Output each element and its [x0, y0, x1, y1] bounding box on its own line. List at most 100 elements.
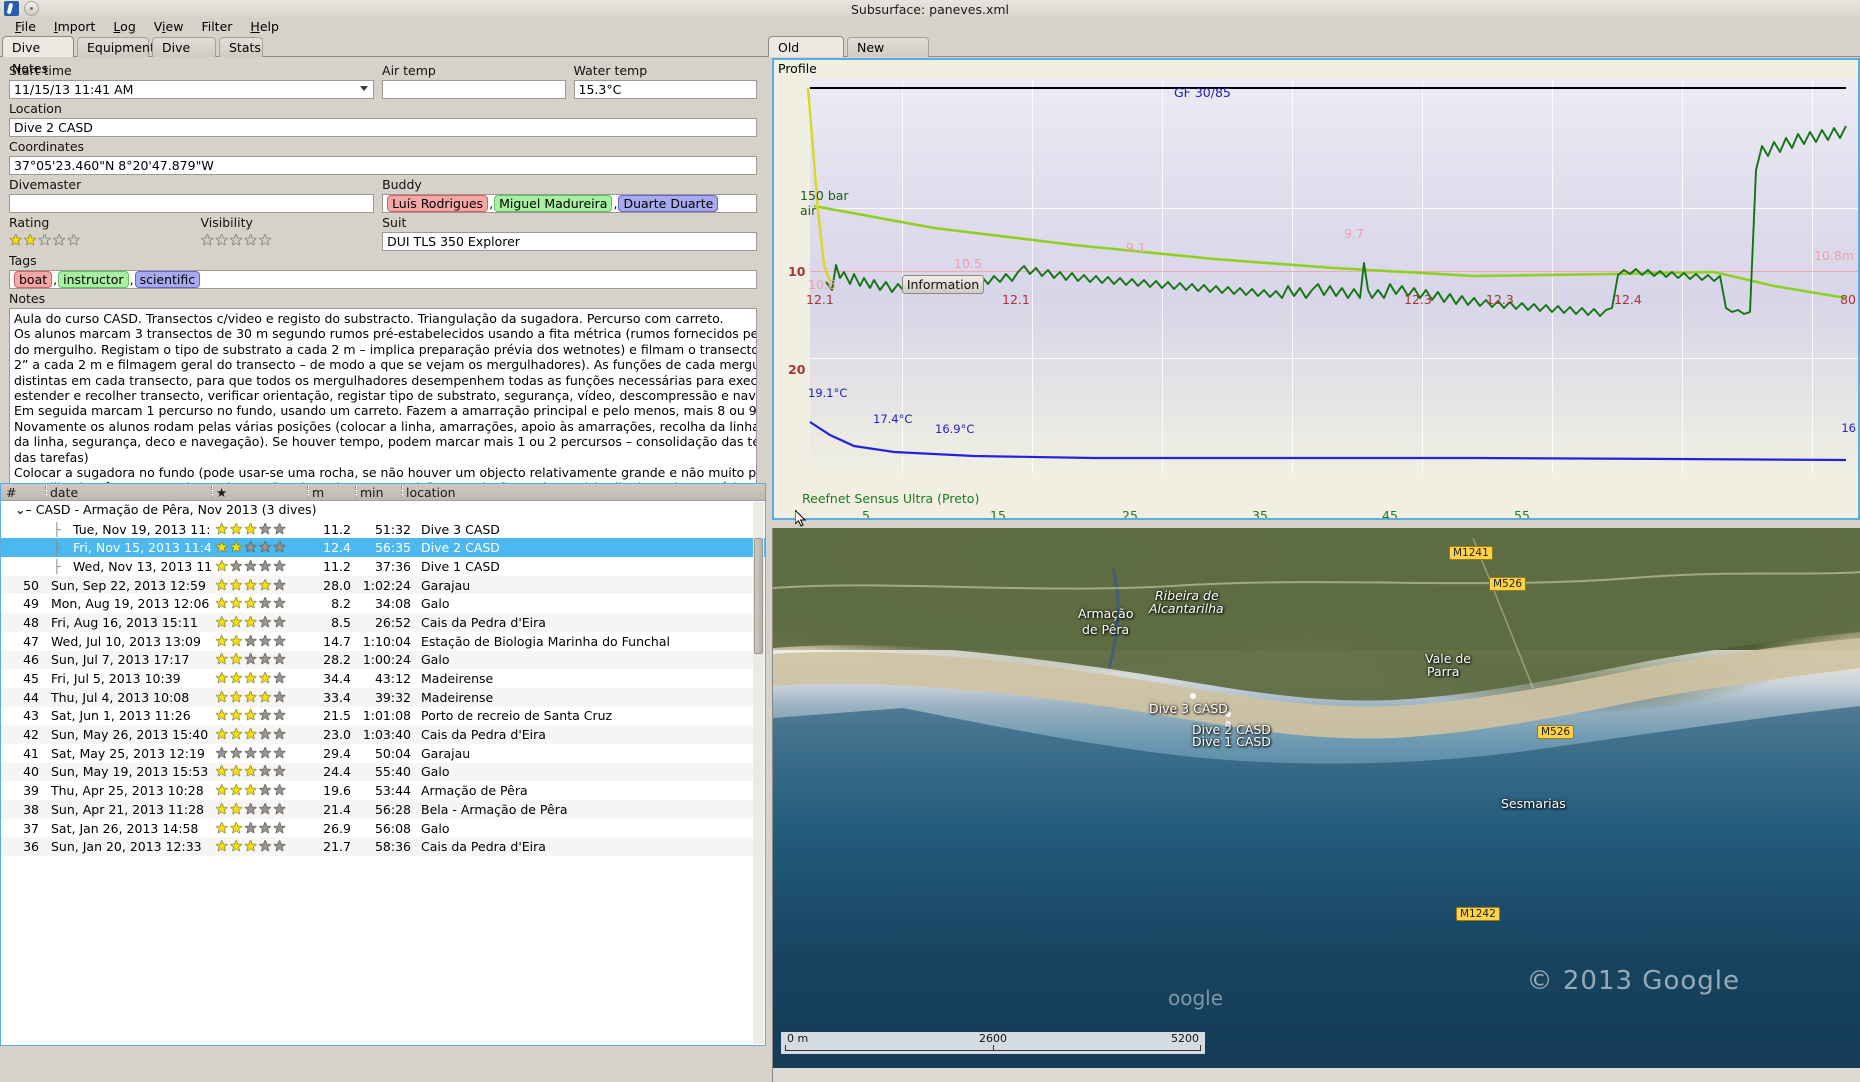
star-1[interactable]: ★: [215, 558, 229, 575]
star-4[interactable]: ★: [258, 745, 272, 762]
start-time-input[interactable]: 11/15/13 11:41 AM: [9, 80, 375, 99]
star-1[interactable]: ★: [215, 651, 229, 668]
star-2[interactable]: ★: [229, 745, 243, 762]
cell-rating[interactable]: ★ ★ ★ ★ ★: [211, 521, 307, 537]
table-row[interactable]: 37 Sat, Jan 26, 2013 14:58 ★ ★ ★ ★ ★ 26.9 56:08 G…: [1, 819, 765, 838]
star-4[interactable]: ★: [258, 595, 272, 612]
star-2[interactable]: ★: [229, 539, 243, 556]
map-pin-dive-3[interactable]: Dive 3 CASD: [1149, 701, 1228, 716]
star-1[interactable]: ★: [215, 801, 229, 818]
cell-rating[interactable]: ★ ★ ★ ★ ★: [211, 558, 307, 574]
star-5[interactable]: ★: [272, 820, 287, 837]
dive-profile-chart[interactable]: 10 20 5 15 25 35 45 55 GF 30/85 150 bar …: [772, 58, 1860, 520]
chevron-down-icon[interactable]: [360, 86, 369, 91]
star-4[interactable]: ★: [258, 689, 272, 706]
star-1[interactable]: ★: [9, 230, 23, 249]
star-5[interactable]: ★: [272, 782, 287, 799]
star-1[interactable]: ★: [215, 782, 229, 799]
star-1[interactable]: ★: [215, 726, 229, 743]
star-4[interactable]: ★: [258, 763, 272, 780]
table-row[interactable]: 41 Sat, May 25, 2013 12:19 ★ ★ ★ ★ ★ 29.4 50:04 G…: [1, 744, 765, 763]
col-header-duration[interactable]: min: [355, 484, 401, 500]
table-row[interactable]: 50 Sun, Sep 22, 2013 12:59 ★ ★ ★ ★ ★ 28.0 1:02:2…: [1, 575, 765, 595]
star-2[interactable]: ★: [229, 689, 243, 706]
star-3[interactable]: ★: [243, 595, 258, 612]
star-4[interactable]: ★: [258, 651, 272, 668]
window-menu-icon[interactable]: [24, 1, 39, 16]
star-3[interactable]: ★: [37, 230, 52, 249]
dive-location-map[interactable]: Armação de Pêra Ribeira de Alcantarilha …: [772, 528, 1860, 1082]
star-3[interactable]: ★: [243, 763, 258, 780]
group-expander-icon[interactable]: ⌄–: [15, 502, 32, 517]
star-4[interactable]: ★: [258, 577, 272, 594]
rating-stars[interactable]: ★ ★ ★ ★ ★: [9, 232, 80, 248]
star-1[interactable]: ★: [215, 838, 229, 855]
star-4[interactable]: ★: [258, 670, 272, 687]
tab-dive-notes[interactable]: Dive Notes: [2, 36, 74, 76]
map-pin-dive-2[interactable]: Dive 2 CASD: [1192, 722, 1271, 737]
table-row[interactable]: 38 Sun, Apr 21, 2013 11:28 ★ ★ ★ ★ ★ 21.4 56:28 B…: [1, 800, 765, 819]
table-row[interactable]: ├ Tue, Nov 19, 2013 11:39 ★ ★ ★ ★ ★ 11.2 51:32 Di…: [1, 520, 765, 539]
cell-rating[interactable]: ★ ★ ★ ★ ★: [211, 652, 307, 668]
star-4[interactable]: ★: [243, 230, 258, 249]
buddy-input[interactable]: Luís Rodrigues, Miguel Madureira, Duarte…: [382, 194, 757, 213]
cell-rating[interactable]: ★ ★ ★ ★ ★: [211, 745, 307, 761]
star-5[interactable]: ★: [272, 801, 287, 818]
star-5[interactable]: ★: [272, 633, 287, 650]
star-3[interactable]: ★: [243, 689, 258, 706]
star-2[interactable]: ★: [229, 651, 243, 668]
star-5[interactable]: ★: [272, 838, 287, 855]
cell-rating[interactable]: ★ ★ ★ ★ ★: [211, 596, 307, 612]
star-5[interactable]: ★: [272, 614, 287, 631]
star-2[interactable]: ★: [229, 577, 243, 594]
star-4[interactable]: ★: [52, 230, 66, 249]
star-5[interactable]: ★: [66, 230, 81, 249]
star-2[interactable]: ★: [229, 801, 243, 818]
tags-input[interactable]: boat, instructor, scientific: [9, 270, 757, 289]
star-1[interactable]: ★: [215, 595, 229, 612]
star-5[interactable]: ★: [272, 558, 287, 575]
star-2[interactable]: ★: [229, 820, 243, 837]
star-3[interactable]: ★: [243, 707, 258, 724]
star-3[interactable]: ★: [243, 745, 258, 762]
table-row[interactable]: 39 Thu, Apr 25, 2013 10:28 ★ ★ ★ ★ ★ 19.6 53:44 A…: [1, 781, 765, 800]
star-3[interactable]: ★: [243, 651, 258, 668]
star-2[interactable]: ★: [229, 670, 243, 687]
tab-old-profile[interactable]: Old Profile: [768, 36, 844, 76]
table-row[interactable]: 42 Sun, May 26, 2013 15:40 ★ ★ ★ ★ ★ 23.0 1:03:4…: [1, 725, 765, 744]
star-2[interactable]: ★: [229, 521, 243, 538]
star-1[interactable]: ★: [215, 745, 229, 762]
star-5[interactable]: ★: [272, 707, 287, 724]
air-temp-input[interactable]: [382, 80, 566, 99]
star-3[interactable]: ★: [229, 230, 243, 249]
star-4[interactable]: ★: [258, 521, 272, 538]
table-row[interactable]: 49 Mon, Aug 19, 2013 12:06 ★ ★ ★ ★ ★ 8.2 34:08 Ga…: [1, 594, 765, 613]
visibility-stars[interactable]: ★ ★ ★ ★ ★: [201, 232, 272, 248]
star-3[interactable]: ★: [243, 577, 258, 594]
cell-rating[interactable]: ★ ★ ★ ★ ★: [211, 689, 307, 705]
star-1[interactable]: ★: [200, 230, 214, 249]
star-4[interactable]: ★: [258, 633, 272, 650]
star-1[interactable]: ★: [215, 820, 229, 837]
menu-help[interactable]: Help: [250, 19, 279, 34]
star-5[interactable]: ★: [272, 521, 287, 538]
star-3[interactable]: ★: [243, 633, 258, 650]
star-5[interactable]: ★: [258, 230, 272, 249]
star-1[interactable]: ★: [215, 521, 229, 538]
star-3[interactable]: ★: [243, 539, 258, 556]
cell-rating[interactable]: ★ ★ ★ ★ ★: [211, 633, 307, 649]
map-pin-dive-1[interactable]: Dive 1 CASD: [1192, 734, 1271, 749]
star-4[interactable]: ★: [258, 539, 272, 556]
tab-new-profile[interactable]: New Profile: [847, 37, 929, 74]
menu-filter[interactable]: Filter: [201, 19, 233, 34]
cell-rating[interactable]: ★ ★ ★ ★ ★: [211, 540, 307, 556]
cell-rating[interactable]: ★ ★ ★ ★ ★: [211, 727, 307, 743]
coordinates-input[interactable]: 37°05'23.460"N 8°20'47.879"W: [9, 156, 757, 175]
star-1[interactable]: ★: [215, 577, 229, 594]
star-2[interactable]: ★: [23, 230, 37, 249]
star-1[interactable]: ★: [215, 670, 229, 687]
star-5[interactable]: ★: [272, 689, 287, 706]
star-3[interactable]: ★: [243, 558, 258, 575]
buddy-tag-2[interactable]: Miguel Madureira: [494, 195, 613, 212]
cell-rating[interactable]: ★ ★ ★ ★ ★: [211, 783, 307, 799]
